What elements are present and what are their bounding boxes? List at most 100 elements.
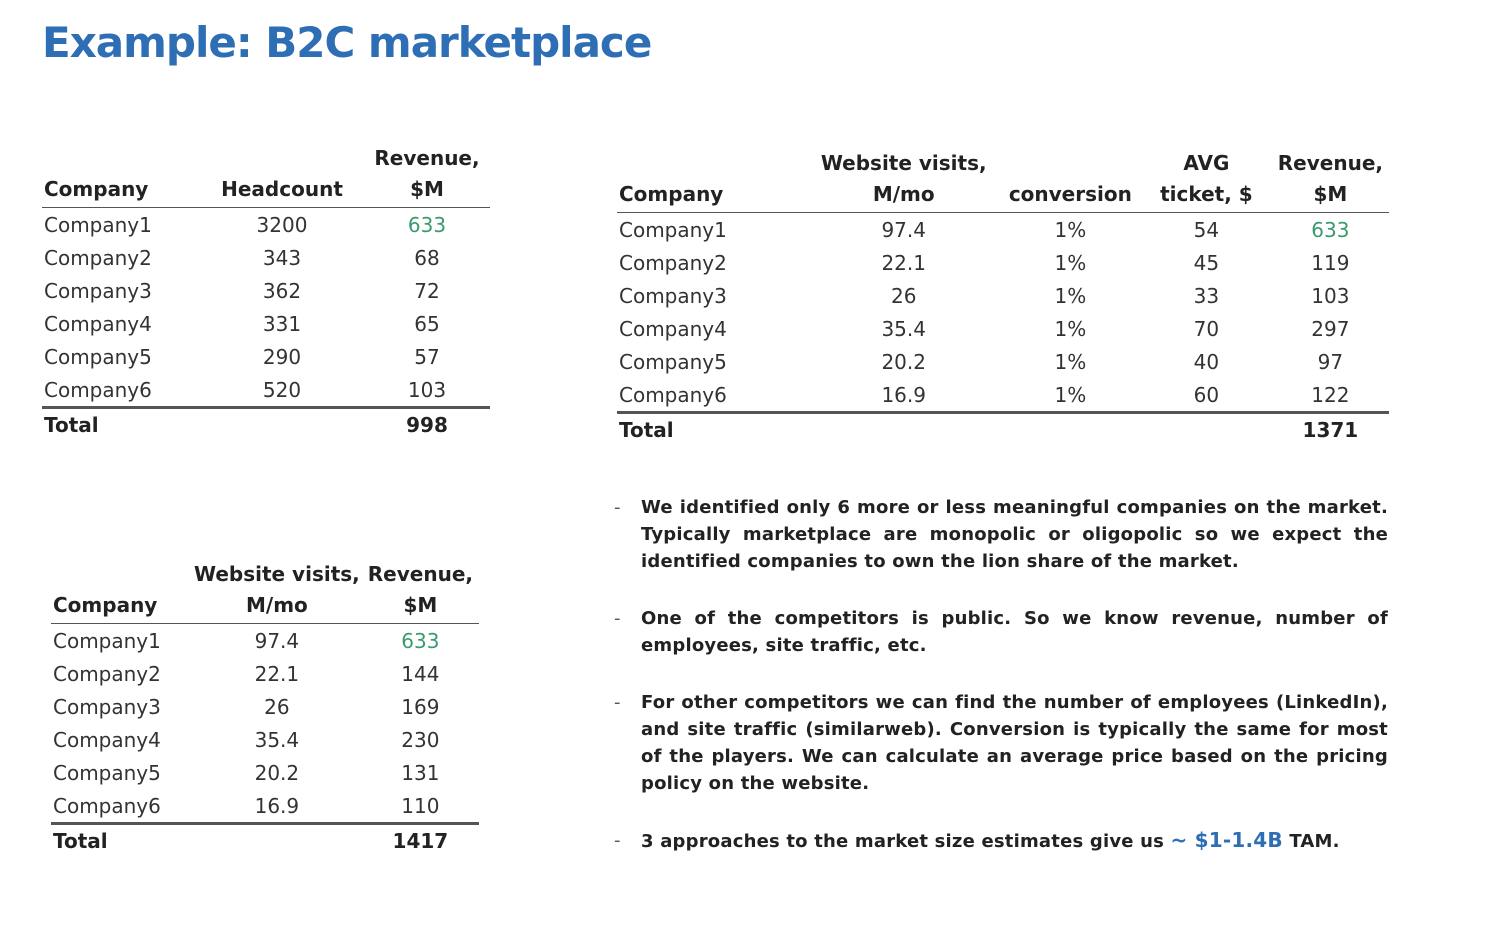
note-text: 3 approaches to the market size estimate…: [641, 831, 1171, 852]
cell-revenue: 297: [1311, 316, 1350, 341]
table-row: Company1 97.4 633: [51, 624, 479, 658]
cell-visits: 16.9: [191, 789, 366, 825]
cell-headcount: 362: [262, 278, 302, 303]
column-header-website-visits: Website visits, M/mo: [191, 559, 366, 624]
cell-revenue: 57: [414, 344, 440, 369]
cell-conversion: 1%: [1054, 283, 1087, 308]
cell-company: Company5: [44, 344, 152, 369]
cell-revenue: 103: [1311, 283, 1350, 308]
cell-visits: 20.2: [881, 349, 926, 374]
bullet-dash: -: [614, 608, 621, 629]
table-row: Company3 26 1% 33 103: [617, 279, 1389, 312]
tam-estimate-highlight: ~ $1-1.4B: [1170, 828, 1283, 852]
cell-revenue: 144: [401, 661, 440, 686]
table-row: Company5 290 57: [42, 340, 490, 373]
cell-company: Company3: [619, 283, 727, 308]
empty-cell: [1141, 413, 1276, 447]
column-header-website-visits: Website visits, M/mo: [807, 148, 1004, 213]
table-row: Company6 16.9 1% 60 122: [617, 378, 1389, 414]
bullet-dash: -: [614, 830, 621, 851]
column-header-company: Company: [51, 559, 192, 624]
cell-headcount: 331: [262, 311, 302, 336]
cell-company: Company5: [53, 760, 161, 785]
cell-company: Company1: [619, 217, 727, 242]
cell-revenue: 103: [368, 373, 490, 409]
table-header-row: Company Website visits, M/mo Revenue, $M: [51, 559, 479, 624]
table-row: Company4 331 65: [42, 307, 490, 340]
total-label: Total: [53, 829, 108, 853]
cell-revenue: 97: [1317, 349, 1344, 374]
column-header-conversion: conversion: [1003, 148, 1142, 213]
total-label: Total: [619, 418, 674, 442]
cell-company: Company4: [44, 311, 152, 336]
column-header-revenue: Revenue, $M: [368, 143, 490, 208]
cell-headcount: 3200: [256, 212, 308, 237]
traffic-conversion-revenue-table: Company Website visits, M/mo conversion A…: [617, 148, 1389, 446]
cell-visits: 22.1: [881, 250, 926, 275]
table-header-row: Company Website visits, M/mo conversion A…: [617, 148, 1389, 213]
table-row: Company6 520 103: [42, 373, 490, 409]
total-row: Total 1371: [617, 413, 1389, 447]
cell-visits: 16.9: [807, 378, 1004, 414]
cell-company: Company4: [53, 727, 161, 752]
note-item: - For other competitors we can find the …: [612, 689, 1388, 797]
cell-revenue: 119: [1311, 250, 1350, 275]
total-label: Total: [44, 413, 99, 437]
cell-conversion: 1%: [1054, 316, 1087, 341]
cell-revenue: 633: [407, 212, 447, 237]
cell-company: Company2: [44, 245, 152, 270]
total-row: Total 998: [42, 408, 490, 442]
empty-cell: [200, 408, 368, 442]
cell-ticket: 40: [1193, 349, 1220, 374]
empty-cell: [192, 824, 366, 858]
empty-cell: [808, 413, 1004, 447]
cell-ticket: 33: [1193, 283, 1220, 308]
cell-ticket: 45: [1193, 250, 1220, 275]
cell-company: Company1: [53, 628, 161, 653]
cell-revenue: 633: [401, 628, 440, 653]
cell-ticket: 70: [1193, 316, 1220, 341]
table-header-row: Company Headcount Revenue, $M: [42, 143, 490, 208]
note-text: TAM.: [1282, 831, 1340, 852]
cell-conversion: 1%: [1003, 378, 1142, 414]
cell-conversion: 1%: [1054, 349, 1087, 374]
note-text: For other competitors we can find the nu…: [641, 692, 1388, 794]
note-text: We identified only 6 more or less meanin…: [641, 497, 1388, 572]
cell-headcount: 290: [262, 344, 302, 369]
table-row: Company5 20.2 1% 40 97: [617, 345, 1389, 378]
cell-conversion: 1%: [1054, 217, 1087, 242]
cell-revenue: 122: [1275, 378, 1389, 414]
cell-company: Company1: [44, 212, 152, 237]
table-row: Company3 26 169: [51, 690, 479, 723]
notes-list: - We identified only 6 more or less mean…: [612, 494, 1388, 885]
cell-revenue: 230: [401, 727, 440, 752]
total-value: 1417: [392, 829, 449, 853]
cell-company: Company6: [51, 789, 192, 825]
table-row: Company1 97.4 1% 54 633: [617, 213, 1389, 247]
cell-revenue: 65: [414, 311, 440, 336]
table-row: Company2 22.1 144: [51, 657, 479, 690]
cell-revenue: 110: [365, 789, 479, 825]
table-row: Company3 362 72: [42, 274, 490, 307]
cell-company: Company3: [44, 278, 152, 303]
cell-conversion: 1%: [1054, 250, 1087, 275]
cell-revenue: 633: [1311, 217, 1350, 242]
table-row: Company5 20.2 131: [51, 756, 479, 789]
column-header-headcount: Headcount: [200, 143, 368, 208]
traffic-revenue-table: Company Website visits, M/mo Revenue, $M C…: [51, 559, 479, 857]
cell-visits: 35.4: [881, 316, 926, 341]
cell-visits: 97.4: [881, 217, 926, 242]
cell-company: Company6: [617, 378, 808, 414]
cell-company: Company4: [619, 316, 727, 341]
cell-revenue: 68: [414, 245, 440, 270]
cell-ticket: 60: [1141, 378, 1276, 414]
table-row: Company4 35.4 230: [51, 723, 479, 756]
page-title: Example: B2C marketplace: [42, 18, 652, 67]
total-row: Total 1417: [51, 824, 479, 858]
bullet-dash: -: [614, 692, 621, 713]
cell-visits: 26: [890, 283, 917, 308]
table-row: Company2 22.1 1% 45 119: [617, 246, 1389, 279]
cell-revenue: 72: [414, 278, 440, 303]
column-header-company: Company: [42, 143, 200, 208]
table-row: Company4 35.4 1% 70 297: [617, 312, 1389, 345]
